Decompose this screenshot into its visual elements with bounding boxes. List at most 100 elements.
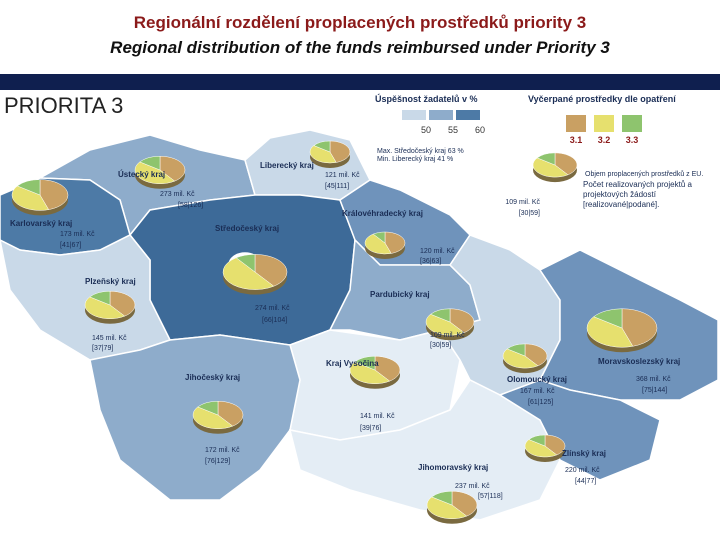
pie-slice [39, 179, 69, 210]
region-ratio: [36|63] [420, 258, 441, 265]
region-amount: 172 mil. Kč [205, 447, 240, 454]
legend-text: Objem proplacených prostředků z EU. [585, 170, 703, 178]
region-amount: 145 mil. Kč [92, 335, 127, 342]
region-name: Pardubický kraj [370, 290, 430, 299]
pie-slice [329, 140, 351, 163]
region-amount: 237 mil. Kč [455, 483, 490, 490]
region-amount: 141 mil. Kč [360, 413, 395, 420]
region-name: Ústecký kraj [118, 170, 165, 179]
region-name: Jihomoravský kraj [418, 463, 488, 472]
pie-slice [16, 179, 41, 196]
region-amount: 109 mil. Kč [430, 332, 465, 339]
pie-slice [364, 233, 392, 255]
pie-slice [11, 185, 50, 211]
pie-slice [524, 439, 558, 458]
region-name: Plzeňský kraj [85, 277, 136, 286]
legend-swatch [594, 115, 614, 132]
region-ratio: [61|125] [528, 399, 553, 406]
pie [134, 155, 186, 189]
legend-note: Min. Liberecký kraj 41 % [377, 156, 453, 163]
pie-slice [222, 257, 275, 290]
legend-label: 60 [475, 125, 485, 135]
pie-slice [524, 343, 548, 367]
pie-slice [372, 231, 386, 244]
pie-slice [349, 361, 391, 384]
legend-label: 55 [448, 125, 458, 135]
pie [425, 308, 475, 341]
region-name: Kraj Vysočina [326, 359, 379, 368]
legend-title: Vyčerpané prostředky dle opatření [528, 94, 676, 104]
legend: Úspěšnost žadatelů v % Max. Středočeský … [375, 93, 703, 217]
region-ratio: [37|79] [92, 345, 113, 352]
region-ratio: [45|111] [325, 183, 349, 190]
region-name: Moravskoslezský kraj [598, 357, 680, 366]
title-cz: Regionální rozdělení proplacených prostř… [134, 13, 586, 32]
region-name: Středočeský kraj [215, 224, 279, 233]
region-amount: 220 mil. Kč [565, 467, 600, 474]
pie [524, 434, 566, 462]
legend-note: Max. Středočeský kraj 63 % [377, 148, 464, 155]
pie-slice [532, 157, 569, 178]
pie [502, 343, 548, 374]
region-name: Liberecký kraj [260, 161, 314, 170]
pie-slice [84, 296, 126, 319]
legend-label: 3.2 [598, 135, 611, 145]
pie [426, 490, 478, 524]
legend-title: Úspěšnost žadatelů v % [375, 93, 478, 104]
pie [532, 152, 578, 183]
legend-swatch [402, 110, 426, 120]
legend-label: 3.1 [570, 135, 583, 145]
pie [586, 308, 658, 353]
region-name: Karlovarský kraj [10, 219, 72, 228]
pie-slice [217, 400, 244, 427]
legend-desc-box: Počet realizovaných projektů a projektov… [583, 180, 692, 209]
pie-slice [139, 155, 161, 171]
region-amount: 121 mil. Kč [325, 172, 360, 179]
region [0, 234, 172, 361]
pie-slice [426, 496, 468, 519]
pie-slice [449, 308, 475, 333]
region-name: Královéhradecký kraj [342, 209, 423, 218]
pie-slice [254, 254, 288, 287]
pie [11, 179, 69, 216]
region-amount: 273 mil. Kč [160, 191, 195, 198]
region-amount: 120 mil. Kč [420, 248, 455, 255]
pie-slice [354, 355, 376, 371]
legend-ratio: [30|59] [519, 210, 540, 217]
region-ratio: [30|59] [430, 342, 451, 349]
pie-slice [384, 231, 406, 254]
region-ratio: [44|77] [575, 478, 596, 485]
region-ratio: [76|129] [205, 458, 230, 465]
region-ratio: [41|67] [60, 242, 81, 249]
legend-amount: 109 mil. Kč [505, 199, 540, 206]
pie-slice [309, 145, 337, 164]
heading: PRIORITA 3 [4, 93, 123, 118]
pie-slice [554, 152, 578, 176]
pie-slice [134, 161, 176, 184]
pie-slice [109, 290, 136, 317]
legend-swatch [429, 110, 453, 120]
region-ratio: [39|76] [360, 425, 381, 432]
region-name: Zlínský kraj [562, 449, 606, 458]
region-ratio: [58|126] [178, 202, 203, 209]
pie-slice [502, 348, 539, 369]
pie-slice [536, 152, 556, 166]
pie-slice [621, 308, 658, 347]
pie-slice [430, 308, 451, 323]
pie [364, 231, 406, 259]
legend-label: 3.3 [626, 135, 639, 145]
pie-slice [313, 140, 331, 153]
legend-label: 50 [421, 125, 431, 135]
pie-slice [528, 434, 546, 447]
pie [349, 355, 401, 389]
pie [192, 400, 244, 434]
region-amount: 274 mil. Kč [255, 305, 290, 312]
pie [84, 290, 136, 324]
pie-slice [586, 316, 634, 348]
region-ratio: [66|104] [262, 317, 287, 324]
region-name: Jihočeský kraj [185, 373, 240, 382]
pie-slice [235, 254, 256, 273]
pie-slice [425, 313, 465, 336]
legend-swatch [456, 110, 480, 120]
